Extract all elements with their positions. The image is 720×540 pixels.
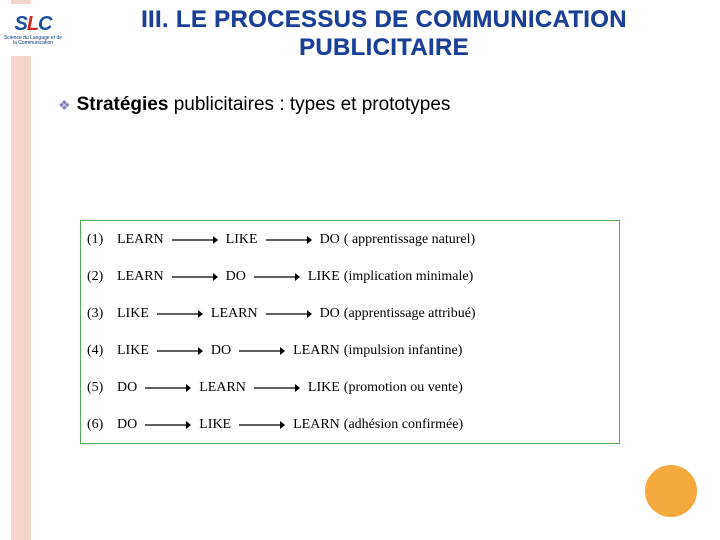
diagram-row: (6)DO LIKE LEARN(adhésion confirmée) xyxy=(81,406,619,443)
arrow-icon xyxy=(145,420,191,430)
arrow-icon xyxy=(266,309,312,319)
row-node-3: DO xyxy=(320,232,340,248)
row-note: (apprentissage attribué) xyxy=(344,306,476,322)
row-node-2: LIKE xyxy=(199,417,231,433)
arrow-icon xyxy=(266,235,312,245)
row-node-1: LIKE xyxy=(117,306,149,322)
row-index: (4) xyxy=(87,343,117,359)
diagram-row: (3)LIKE LEARN DO(apprentissage attribué) xyxy=(81,295,619,332)
row-index: (2) xyxy=(87,269,117,285)
row-index: (1) xyxy=(87,232,117,248)
row-node-3: LIKE xyxy=(308,269,340,285)
row-note: (promotion ou vente) xyxy=(344,380,463,396)
row-node-2: DO xyxy=(211,343,231,359)
logo-letter-l: L xyxy=(27,13,38,35)
row-node-1: DO xyxy=(117,380,137,396)
row-note: (adhésion confirmée) xyxy=(344,417,463,433)
row-node-1: LEARN xyxy=(117,269,164,285)
subtitle-text: Stratégies publicitaires : types et prot… xyxy=(77,94,451,116)
arrow-icon xyxy=(172,235,218,245)
logo-letter-s: S xyxy=(14,13,26,35)
diagram-row: (5)DO LEARN LIKE (promotion ou vente) xyxy=(81,369,619,406)
logo-subtitle: Science du Langage et de la Communicatio… xyxy=(2,36,64,46)
arrow-icon xyxy=(239,346,285,356)
arrow-icon xyxy=(145,383,191,393)
slide-title: III. LE PROCESSUS DE COMMUNICATION PUBLI… xyxy=(64,6,704,61)
row-node-3: LIKE xyxy=(308,380,340,396)
row-index: (3) xyxy=(87,306,117,322)
subtitle-bold: Stratégies xyxy=(77,94,169,115)
slide-title-line2: PUBLICITAIRE xyxy=(64,34,704,62)
subtitle-bullet: ❖ Stratégies publicitaires : types et pr… xyxy=(58,94,450,116)
arrow-icon xyxy=(254,272,300,282)
row-node-2: LIKE xyxy=(226,232,258,248)
row-node-1: LEARN xyxy=(117,232,164,248)
diamond-bullet-icon: ❖ xyxy=(58,97,71,114)
logo-letter-c: C xyxy=(38,13,51,35)
row-node-3: LEARN xyxy=(293,417,340,433)
row-node-1: DO xyxy=(117,417,137,433)
row-note: (impulsion infantine) xyxy=(344,343,463,359)
row-node-3: LEARN xyxy=(293,343,340,359)
row-note: (implication minimale) xyxy=(344,269,473,285)
subtitle-rest: publicitaires : types et prototypes xyxy=(168,94,450,115)
arrow-icon xyxy=(172,272,218,282)
row-index: (6) xyxy=(87,417,117,433)
diagram-row: (2)LEARN DO LIKE(implication minimale) xyxy=(81,258,619,295)
arrow-icon xyxy=(254,383,300,393)
arrow-icon xyxy=(239,420,285,430)
strategies-diagram: (1)LEARN LIKE DO( apprentissage naturel)… xyxy=(80,220,620,444)
row-node-3: DO xyxy=(320,306,340,322)
diagram-row: (1)LEARN LIKE DO( apprentissage naturel) xyxy=(81,221,619,258)
diagram-row: (4)LIKE DO LEARN(impulsion infantine) xyxy=(81,332,619,369)
logo-letters: SLC xyxy=(14,14,51,34)
row-node-2: LEARN xyxy=(211,306,258,322)
row-note: ( apprentissage naturel) xyxy=(344,232,475,248)
slc-logo: SLC Science du Langage et de la Communic… xyxy=(2,4,64,56)
side-accent-bar xyxy=(11,0,31,540)
decorative-circle xyxy=(644,464,698,518)
arrow-icon xyxy=(157,309,203,319)
row-index: (5) xyxy=(87,380,117,396)
row-node-2: DO xyxy=(226,269,246,285)
row-node-2: LEARN xyxy=(199,380,246,396)
arrow-icon xyxy=(157,346,203,356)
slide-title-line1: III. LE PROCESSUS DE COMMUNICATION xyxy=(64,6,704,34)
row-node-1: LIKE xyxy=(117,343,149,359)
